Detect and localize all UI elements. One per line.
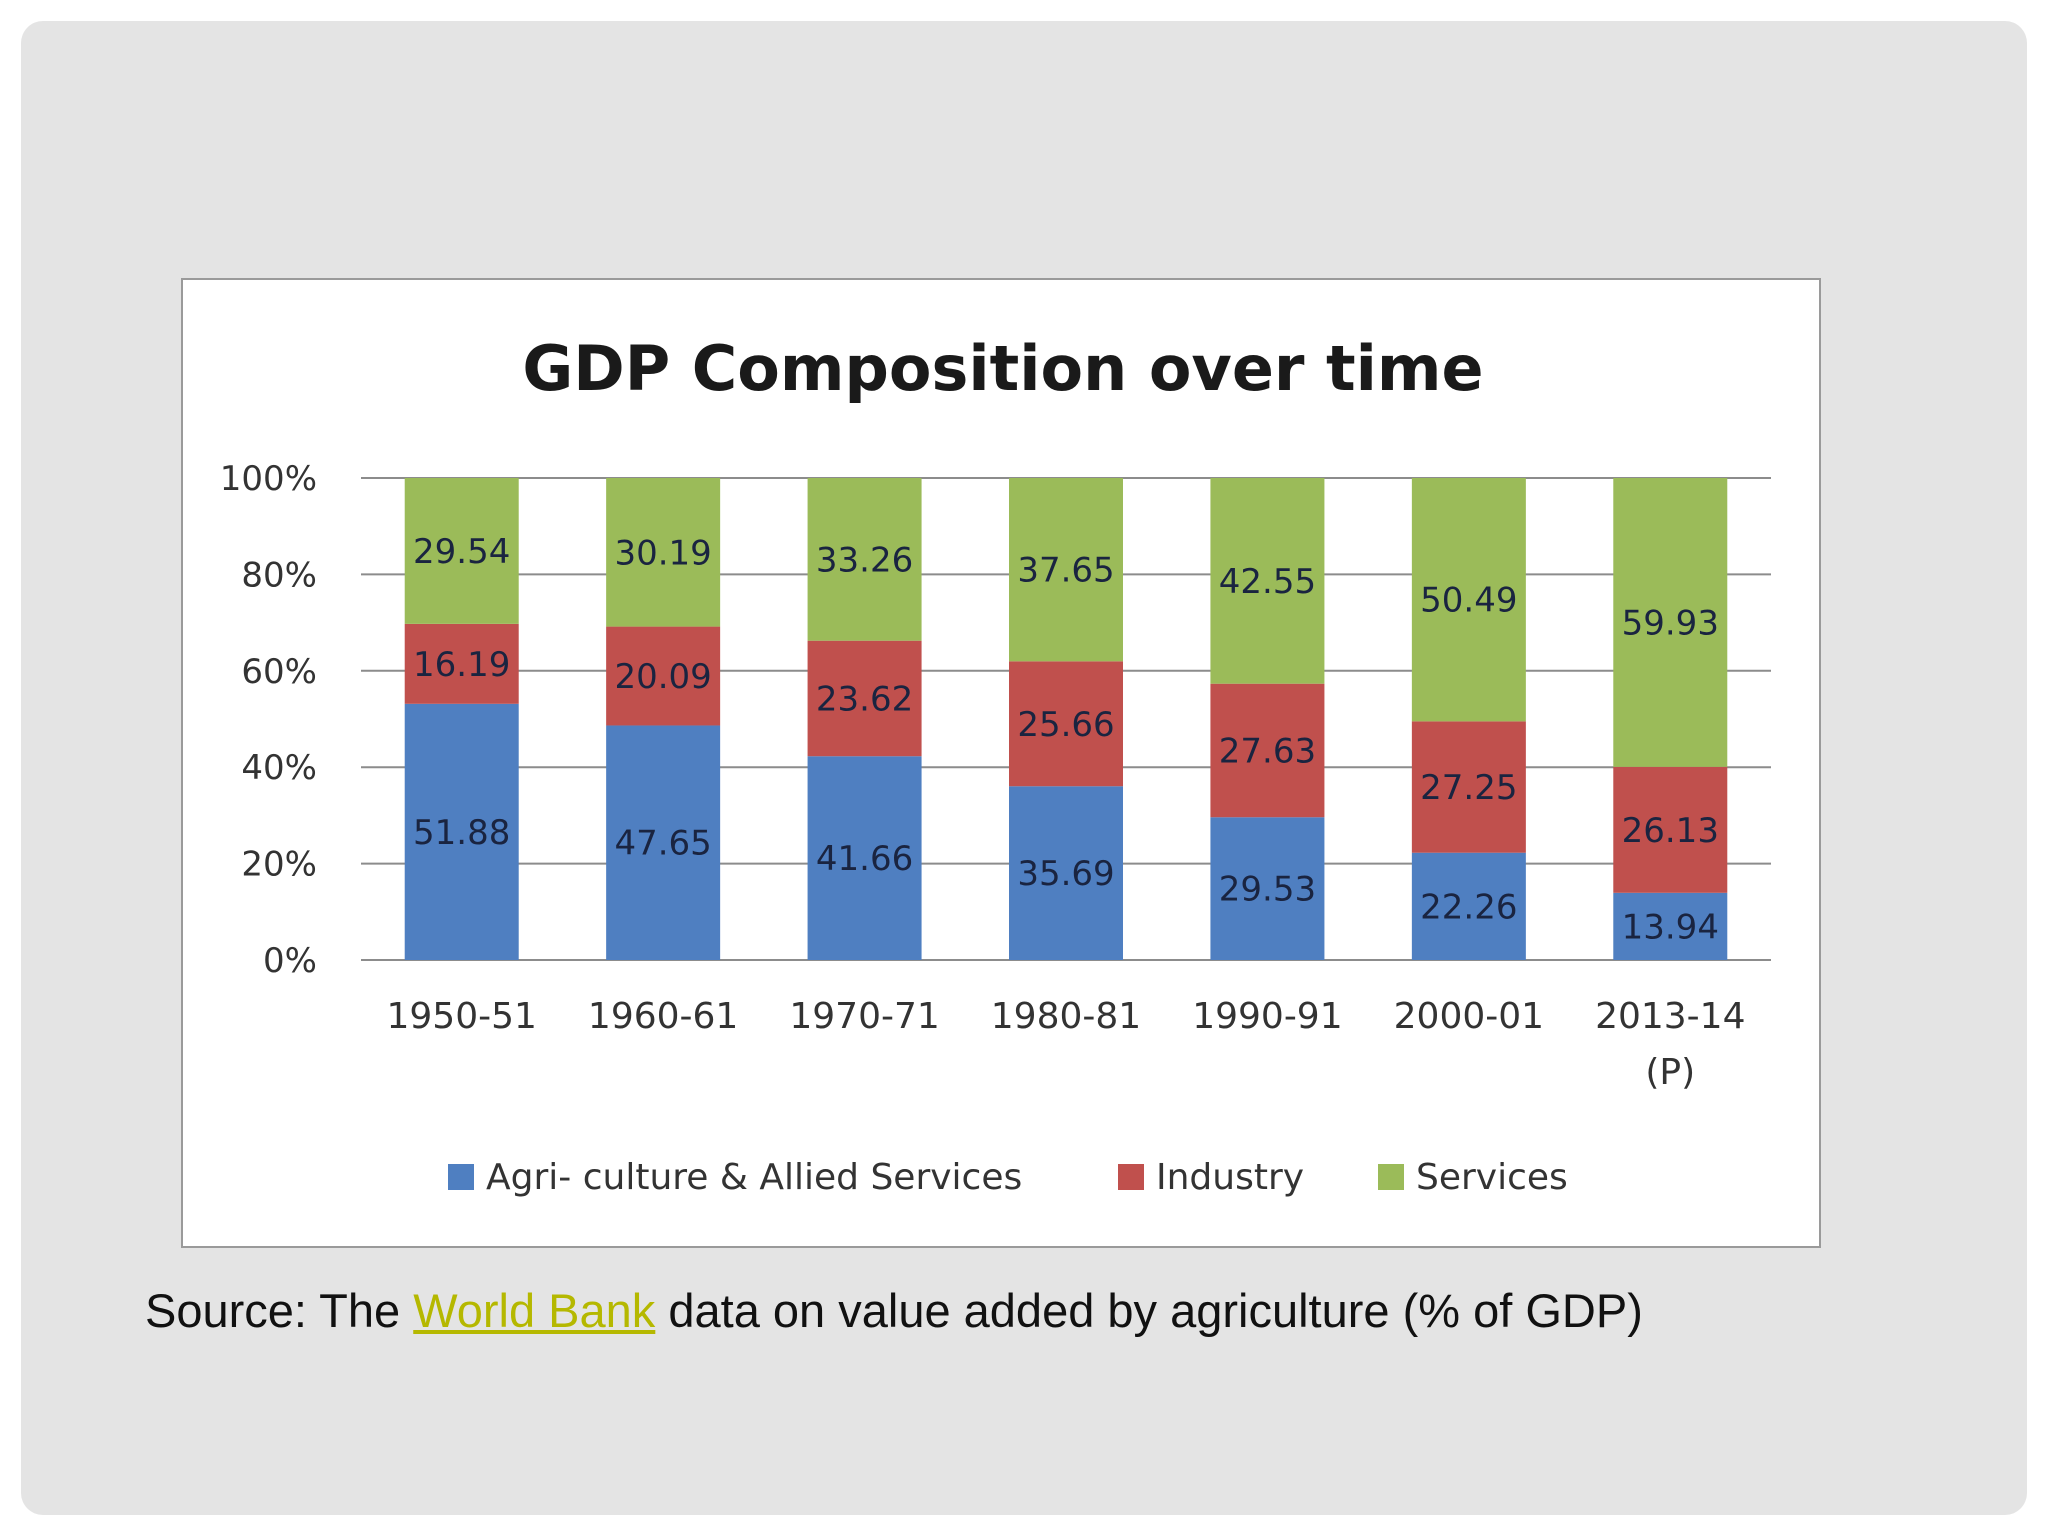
y-tick-label: 80% bbox=[241, 555, 317, 595]
bar-agri-1 bbox=[606, 725, 721, 960]
bar-agri-0 bbox=[404, 703, 519, 960]
bar-agri-3 bbox=[1009, 786, 1123, 960]
bar-agri-5 bbox=[1411, 852, 1526, 960]
data-label-agri: 35.69 bbox=[1017, 854, 1114, 894]
bar-industry-3 bbox=[1009, 661, 1123, 787]
x-category-label: 2013-14 bbox=[1595, 996, 1745, 1037]
world-bank-link[interactable]: World Bank bbox=[413, 1284, 656, 1337]
data-label-industry: 23.62 bbox=[816, 679, 913, 719]
data-label-services: 50.49 bbox=[1420, 581, 1517, 621]
legend-label-services: Services bbox=[1416, 1157, 1568, 1198]
x-category-label: 1970-71 bbox=[789, 996, 939, 1037]
data-label-agri: 51.88 bbox=[413, 813, 510, 853]
legend-label-industry: Industry bbox=[1156, 1157, 1304, 1198]
data-label-industry: 20.09 bbox=[614, 657, 711, 697]
x-category-label: 1950-51 bbox=[387, 996, 537, 1037]
y-axis-ticks: 0% 20% 40% 60% 80% 100% bbox=[220, 459, 317, 981]
source-prefix: Source: The bbox=[145, 1284, 414, 1337]
x-axis-categories: 1950-51 1960-61 1970-71 1980-81 1990-91 2000-… bbox=[387, 996, 1746, 1093]
data-label-agri: 13.94 bbox=[1622, 907, 1719, 947]
bar-services-3 bbox=[1009, 478, 1123, 662]
bar-services-4 bbox=[1210, 478, 1325, 684]
bar-services-6 bbox=[1613, 478, 1728, 767]
bar-industry-2 bbox=[807, 640, 922, 757]
y-tick-label: 40% bbox=[241, 748, 317, 788]
bar-industry-1 bbox=[606, 626, 721, 726]
bar-industry-4 bbox=[1210, 683, 1325, 818]
bar-agri-6 bbox=[1613, 892, 1728, 960]
data-label-industry: 25.66 bbox=[1017, 705, 1114, 745]
bar-services-5 bbox=[1411, 478, 1526, 722]
data-label-services: 59.93 bbox=[1622, 603, 1719, 643]
source-suffix: data on value added by agriculture (% of… bbox=[655, 1284, 1643, 1337]
bar-industry-5 bbox=[1411, 721, 1526, 853]
bar-agri-4 bbox=[1210, 817, 1325, 960]
legend: Agri- culture & Allied Services Industry S… bbox=[448, 1157, 1568, 1198]
bar-industry-0 bbox=[404, 623, 519, 704]
stacked-bars bbox=[404, 478, 1728, 960]
bar-services-0 bbox=[404, 478, 519, 624]
data-label-agri: 41.66 bbox=[816, 839, 913, 879]
x-category-label: (P) bbox=[1645, 1052, 1695, 1093]
y-tick-label: 60% bbox=[241, 652, 317, 692]
data-label-services: 37.65 bbox=[1017, 551, 1114, 591]
data-label-agri: 47.65 bbox=[614, 824, 711, 864]
chart-frame: GDP Composition over time 0% 20% 40% 60% 80%… bbox=[181, 278, 1821, 1248]
x-category-label: 1990-91 bbox=[1192, 996, 1342, 1037]
data-label-industry: 27.25 bbox=[1420, 768, 1517, 808]
bar-services-1 bbox=[606, 478, 721, 627]
x-category-label: 2000-01 bbox=[1394, 996, 1544, 1037]
data-label-industry: 27.63 bbox=[1219, 731, 1316, 771]
bar-industry-6 bbox=[1613, 766, 1728, 893]
data-labels: 51.88 16.19 29.54 47.65 20.09 30.19 41.66 23.62… bbox=[413, 532, 1719, 947]
bar-services-2 bbox=[807, 478, 922, 641]
data-label-services: 42.55 bbox=[1219, 562, 1316, 602]
y-tick-label: 20% bbox=[241, 845, 317, 885]
data-label-services: 29.54 bbox=[413, 532, 510, 572]
data-label-agri: 29.53 bbox=[1219, 870, 1316, 910]
x-category-label: 1980-81 bbox=[991, 996, 1141, 1037]
data-label-services: 33.26 bbox=[816, 540, 913, 580]
gdp-composition-chart: GDP Composition over time 0% 20% 40% 60% 80%… bbox=[220, 332, 1771, 1198]
y-tick-label: 100% bbox=[220, 459, 317, 499]
chart-title: GDP Composition over time bbox=[522, 332, 1483, 405]
legend-swatch-agri bbox=[448, 1164, 474, 1190]
slide-background: GDP Composition over time 0% 20% 40% 60% 80%… bbox=[21, 21, 2027, 1515]
source-caption: Source: The World Bank data on value add… bbox=[145, 1283, 1643, 1338]
bar-agri-2 bbox=[807, 756, 922, 960]
data-label-services: 30.19 bbox=[614, 533, 711, 573]
x-category-label: 1960-61 bbox=[588, 996, 738, 1037]
data-label-industry: 26.13 bbox=[1622, 811, 1719, 851]
legend-label-agri: Agri- culture & Allied Services bbox=[486, 1157, 1022, 1198]
legend-swatch-industry bbox=[1118, 1164, 1144, 1190]
data-label-agri: 22.26 bbox=[1420, 887, 1517, 927]
data-label-industry: 16.19 bbox=[413, 645, 510, 685]
y-tick-label: 0% bbox=[263, 941, 317, 981]
legend-swatch-services bbox=[1378, 1164, 1404, 1190]
